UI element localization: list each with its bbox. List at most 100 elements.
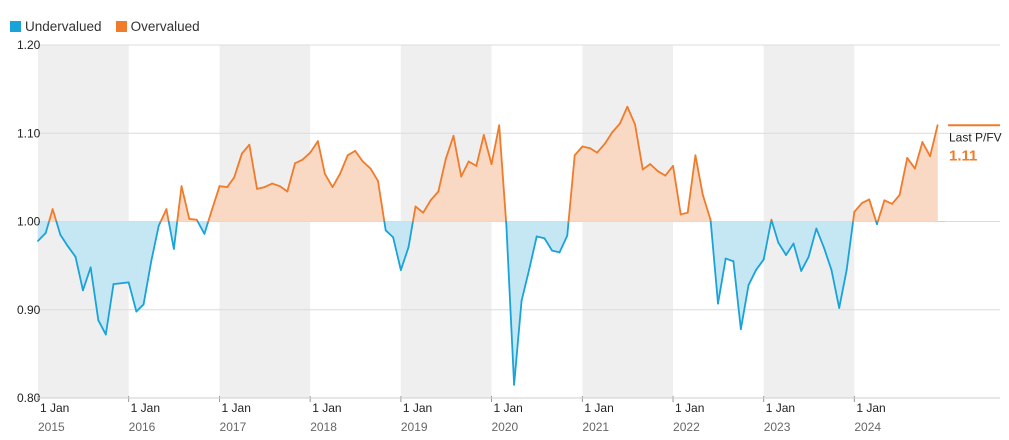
data-point-2024-07-01[interactable]: [897, 193, 902, 198]
data-point-2016-05-01[interactable]: [156, 223, 161, 228]
legend-item-overvalued[interactable]: Overvalued: [115, 19, 200, 34]
data-point-2015-07-01[interactable]: [80, 288, 85, 293]
data-point-2018-07-01[interactable]: [353, 148, 358, 153]
data-point-2017-12-01[interactable]: [300, 157, 305, 162]
data-point-2022-10-01[interactable]: [738, 327, 743, 332]
data-point-2015-09-01[interactable]: [96, 318, 101, 323]
data-point-2018-05-01[interactable]: [338, 171, 343, 176]
data-point-2018-12-01[interactable]: [391, 235, 396, 240]
data-point-2018-08-01[interactable]: [360, 159, 365, 164]
data-point-2024-11-01[interactable]: [928, 154, 933, 159]
data-point-2021-12-01[interactable]: [663, 173, 668, 178]
data-point-2024-01-01[interactable]: [852, 209, 857, 214]
data-point-2017-09-01[interactable]: [277, 184, 282, 189]
data-point-2020-03-01[interactable]: [504, 223, 509, 228]
data-point-2016-02-01[interactable]: [134, 309, 139, 314]
data-point-2018-06-01[interactable]: [345, 153, 350, 158]
data-point-2022-05-01[interactable]: [700, 193, 705, 198]
data-point-2019-10-01[interactable]: [466, 159, 471, 164]
data-point-2018-09-01[interactable]: [368, 166, 373, 171]
data-point-2015-02-01[interactable]: [43, 230, 48, 235]
data-point-2021-05-01[interactable]: [610, 130, 615, 135]
data-point-2015-12-01[interactable]: [118, 281, 123, 286]
data-point-2016-03-01[interactable]: [141, 302, 146, 307]
data-point-2022-04-01[interactable]: [693, 153, 698, 158]
data-point-2021-04-01[interactable]: [602, 141, 607, 146]
data-point-2023-07-01[interactable]: [806, 254, 811, 259]
data-point-2016-06-01[interactable]: [164, 207, 169, 212]
data-point-2018-04-01[interactable]: [330, 185, 335, 190]
data-point-2022-08-01[interactable]: [723, 256, 728, 261]
data-point-2022-03-01[interactable]: [685, 210, 690, 215]
data-point-2017-05-01[interactable]: [247, 142, 252, 147]
data-point-2019-09-01[interactable]: [459, 174, 464, 179]
data-point-2019-08-01[interactable]: [451, 133, 456, 138]
data-point-2020-04-01[interactable]: [512, 382, 517, 387]
data-point-2022-09-01[interactable]: [731, 259, 736, 264]
data-point-2023-04-01[interactable]: [784, 253, 789, 258]
data-point-2024-12-01[interactable]: [935, 123, 940, 128]
data-point-2015-04-01[interactable]: [58, 232, 63, 237]
data-point-2015-01-01[interactable]: [36, 238, 41, 243]
data-point-2023-01-01[interactable]: [761, 257, 766, 262]
data-point-2020-11-01[interactable]: [565, 233, 570, 238]
data-point-2015-08-01[interactable]: [88, 265, 93, 270]
data-point-2023-02-01[interactable]: [769, 217, 774, 222]
data-point-2021-11-01[interactable]: [655, 169, 660, 174]
data-point-2017-10-01[interactable]: [285, 189, 290, 194]
data-point-2021-06-01[interactable]: [617, 121, 622, 126]
data-point-2018-11-01[interactable]: [383, 228, 388, 233]
data-point-2020-07-01[interactable]: [534, 234, 539, 239]
data-point-2016-12-01[interactable]: [209, 208, 214, 213]
data-point-2021-01-01[interactable]: [580, 144, 585, 149]
data-point-2023-10-01[interactable]: [829, 268, 834, 273]
data-point-2021-10-01[interactable]: [648, 162, 653, 167]
data-point-2021-03-01[interactable]: [595, 150, 600, 155]
data-point-2023-05-01[interactable]: [791, 241, 796, 246]
data-point-2024-06-01[interactable]: [890, 201, 895, 206]
data-point-2018-03-01[interactable]: [322, 171, 327, 176]
data-point-2023-08-01[interactable]: [814, 226, 819, 231]
data-point-2019-12-01[interactable]: [481, 133, 486, 138]
data-point-2024-02-01[interactable]: [860, 200, 865, 205]
data-point-2015-05-01[interactable]: [65, 244, 70, 249]
data-point-2024-05-01[interactable]: [882, 198, 887, 203]
data-point-2021-07-01[interactable]: [625, 104, 630, 109]
data-point-2020-06-01[interactable]: [527, 267, 532, 272]
data-point-2024-10-01[interactable]: [920, 140, 925, 145]
data-point-2017-03-01[interactable]: [232, 175, 237, 180]
data-point-2021-08-01[interactable]: [633, 122, 638, 127]
data-point-2019-11-01[interactable]: [474, 163, 479, 168]
data-point-2024-08-01[interactable]: [905, 155, 910, 160]
data-point-2022-07-01[interactable]: [716, 301, 721, 306]
data-point-2019-06-01[interactable]: [436, 189, 441, 194]
data-point-2017-04-01[interactable]: [239, 151, 244, 156]
data-point-2017-01-01[interactable]: [217, 184, 222, 189]
data-point-2023-11-01[interactable]: [837, 305, 842, 310]
data-point-2024-03-01[interactable]: [867, 197, 872, 202]
data-point-2015-06-01[interactable]: [73, 254, 78, 259]
data-point-2017-07-01[interactable]: [262, 185, 267, 190]
data-point-2022-01-01[interactable]: [671, 163, 676, 168]
data-point-2016-11-01[interactable]: [202, 231, 207, 236]
data-point-2020-12-01[interactable]: [572, 153, 577, 158]
data-point-2016-01-01[interactable]: [126, 280, 131, 285]
data-point-2015-03-01[interactable]: [50, 207, 55, 212]
data-point-2019-04-01[interactable]: [421, 210, 426, 215]
data-point-2016-10-01[interactable]: [194, 217, 199, 222]
data-point-2024-04-01[interactable]: [874, 222, 879, 227]
data-point-2020-01-01[interactable]: [489, 162, 494, 167]
data-point-2023-12-01[interactable]: [844, 268, 849, 273]
data-point-2016-08-01[interactable]: [179, 184, 184, 189]
data-point-2016-04-01[interactable]: [149, 259, 154, 264]
data-point-2021-09-01[interactable]: [640, 167, 645, 172]
data-point-2020-08-01[interactable]: [542, 236, 547, 241]
data-point-2021-02-01[interactable]: [588, 146, 593, 151]
data-point-2022-11-01[interactable]: [746, 283, 751, 288]
legend-item-undervalued[interactable]: Undervalued: [10, 19, 102, 34]
data-point-2017-06-01[interactable]: [255, 186, 260, 191]
data-point-2022-12-01[interactable]: [754, 268, 759, 273]
data-point-2018-02-01[interactable]: [315, 139, 320, 144]
data-point-2019-01-01[interactable]: [398, 268, 403, 273]
data-point-2017-02-01[interactable]: [225, 185, 230, 190]
